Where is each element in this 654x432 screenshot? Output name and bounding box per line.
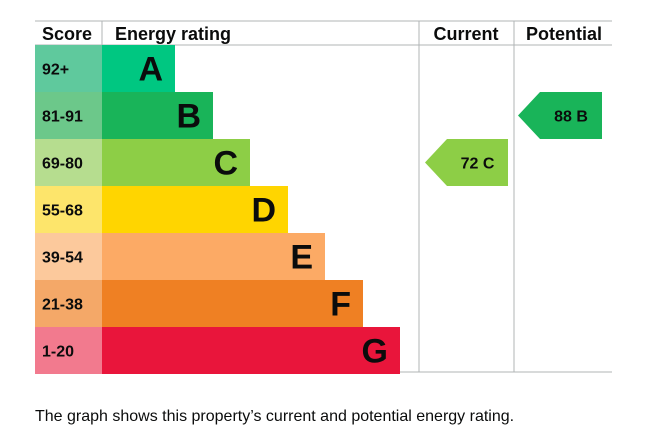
- score-cell-b: [35, 92, 102, 139]
- current-arrow: [425, 139, 508, 186]
- score-header: Score: [42, 24, 92, 44]
- potential-header: Potential: [526, 24, 602, 44]
- score-label-a: 92+: [42, 62, 69, 79]
- score-cell-c: [35, 139, 102, 186]
- score-cell-a: [35, 45, 102, 92]
- score-label-g: 1-20: [42, 344, 74, 361]
- potential-arrow-label: 88 B: [554, 109, 588, 126]
- rating-letter-f: F: [330, 286, 351, 324]
- score-label-b: 81-91: [42, 109, 83, 126]
- rating-bar-g: [102, 327, 400, 374]
- energy-rating-header: Energy rating: [115, 24, 231, 44]
- rating-letter-b: B: [176, 98, 201, 136]
- rating-bands: 92+ A 81-91 B 69-80 C 55-68 D 39-54 E 21-38 F 1-20 G: [35, 45, 400, 374]
- energy-rating-chart: Score Energy rating Current Potential 92…: [35, 20, 612, 374]
- rating-bar-c: [102, 139, 250, 186]
- rating-bar-b: [102, 92, 213, 139]
- score-cell-e: [35, 233, 102, 280]
- rating-letter-a: A: [138, 51, 163, 89]
- rating-bar-f: [102, 280, 363, 327]
- potential-arrow: [518, 92, 602, 139]
- rating-letter-g: G: [362, 333, 388, 371]
- score-cell-f: [35, 280, 102, 327]
- score-cell-d: [35, 186, 102, 233]
- rating-letter-c: C: [213, 145, 238, 183]
- rating-letter-d: D: [251, 192, 276, 230]
- rating-letter-e: E: [290, 239, 313, 277]
- score-cell-g: [35, 327, 102, 374]
- score-label-e: 39-54: [42, 250, 83, 267]
- rating-bar-a: [102, 45, 175, 92]
- current-arrow-label: 72 C: [461, 156, 495, 173]
- current-header: Current: [433, 24, 498, 44]
- score-label-f: 21-38: [42, 297, 83, 314]
- chart-caption: The graph shows this property’s current …: [35, 408, 515, 425]
- rating-bar-d: [102, 186, 288, 233]
- score-label-d: 55-68: [42, 203, 83, 220]
- rating-arrows: 72 C 88 B: [425, 92, 602, 186]
- score-label-c: 69-80: [42, 156, 83, 173]
- rating-bar-e: [102, 233, 325, 280]
